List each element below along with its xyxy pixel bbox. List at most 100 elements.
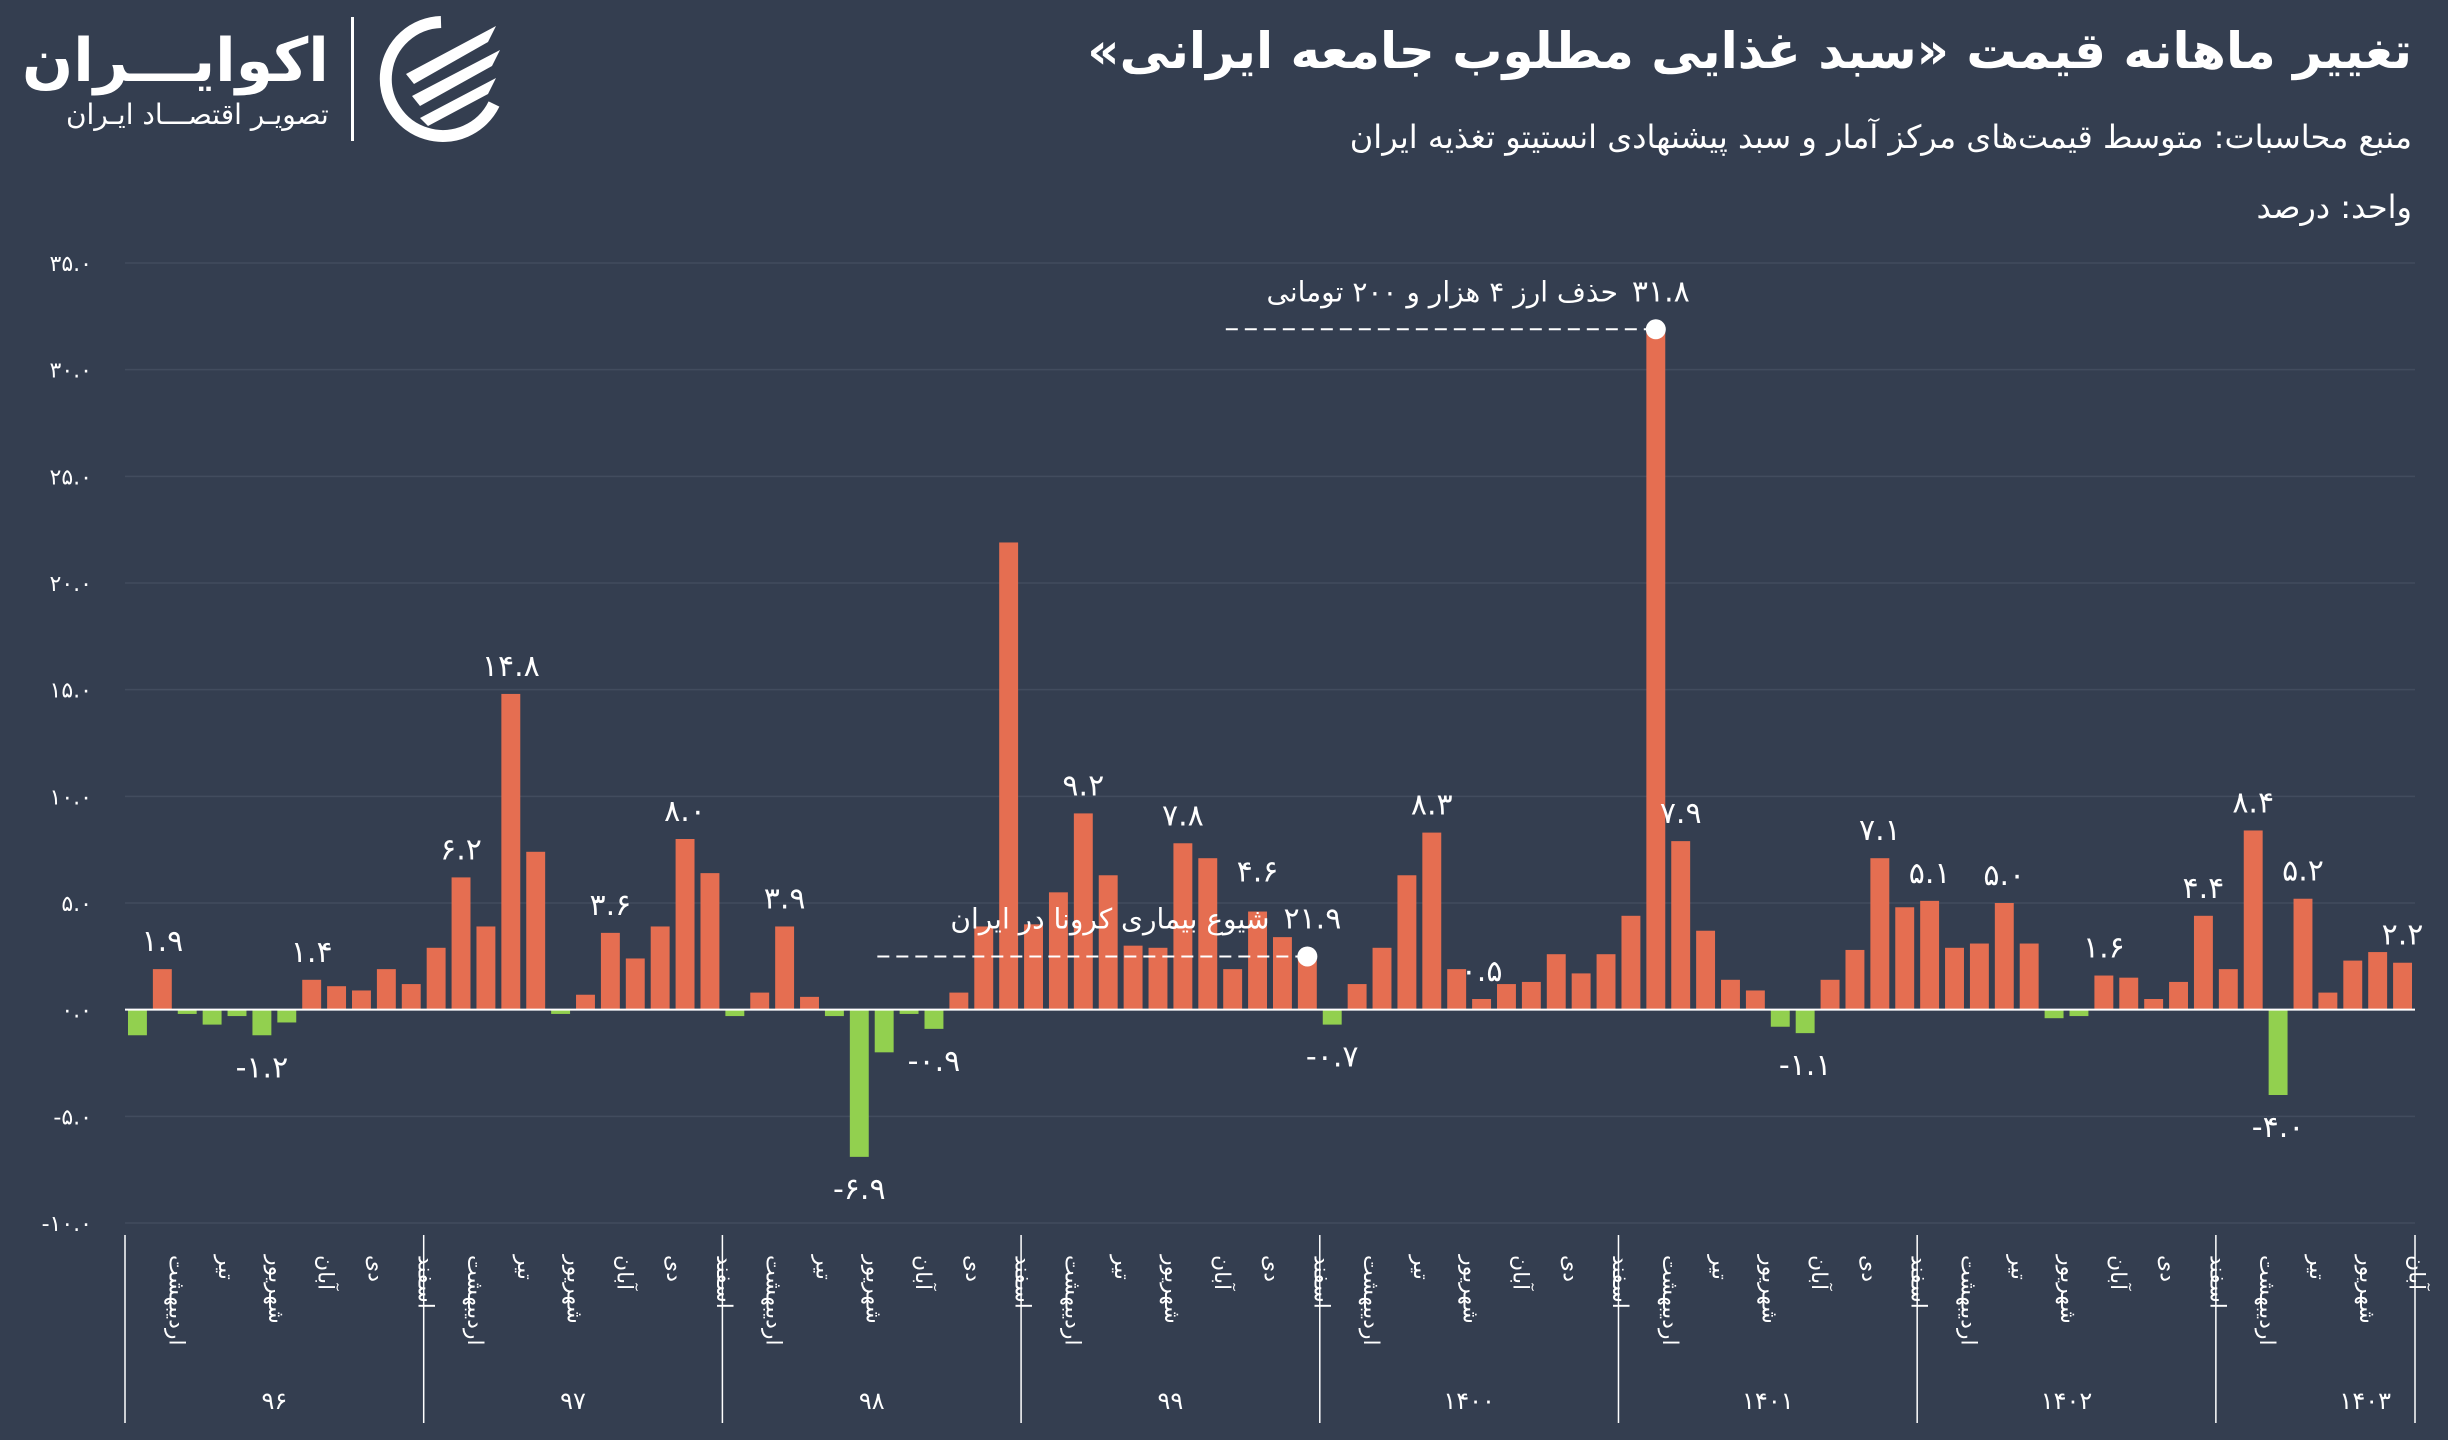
data-label: ۱.۴ [291, 935, 333, 970]
bar [1895, 907, 1915, 1010]
data-label: -۴.۰ [2252, 1110, 2305, 1145]
bar [899, 1009, 919, 1014]
bar [2393, 962, 2413, 1010]
bar [924, 1009, 944, 1029]
ecoiran-swoosh-icon [379, 16, 500, 142]
bar [2144, 999, 2164, 1010]
data-label: ۶.۲ [440, 832, 482, 867]
annotation-marker [1645, 319, 1666, 340]
month-tick-label: اردیبهشت [462, 1255, 487, 1346]
logo-divider [350, 17, 354, 141]
month-tick-label: اسفند [412, 1255, 437, 1309]
y-tick-label: ۰.۰ [61, 999, 92, 1024]
month-tick-label: دی [960, 1255, 985, 1282]
logo-name: اکوایـــران [22, 26, 329, 96]
bar [750, 992, 770, 1010]
bar [2243, 830, 2263, 1010]
month-tick-label: شهریور [1458, 1254, 1483, 1324]
month-tick-label: دی [661, 1255, 686, 1282]
bar [1845, 949, 1865, 1010]
month-tick-label: اردیبهشت [1657, 1255, 1682, 1346]
bar [227, 1009, 247, 1017]
annotations: ۲۱.۹ شیوع بیماری کرونا در ایران ۳۱.۸ حذف ار… [877, 274, 1690, 967]
month-tick-label: آبان [313, 1255, 340, 1291]
month-tick-label: اردیبهشت [761, 1255, 786, 1346]
bar [1920, 900, 1940, 1010]
data-label: ۵.۱ [1909, 856, 1951, 891]
bar [2268, 1009, 2288, 1095]
bar [526, 851, 546, 1010]
month-tick-label: تیر [1109, 1254, 1134, 1280]
annotation-text: حذف ارز ۴ هزار و ۲۰۰ تومانی [1267, 275, 1618, 308]
month-tick-label: تیر [1707, 1254, 1732, 1280]
bar [2119, 977, 2139, 1010]
annotation-value: ۲۱.۹ [1283, 901, 1341, 936]
annotation-text: شیوع بیماری کرونا در ایران [950, 902, 1269, 935]
month-tick-label: اردیبهشت [1358, 1255, 1383, 1346]
month-tick-label: تیر [2005, 1254, 2030, 1280]
bar [1770, 1009, 1790, 1027]
bar [1148, 947, 1168, 1010]
annotation-value: ۳۱.۸ [1632, 274, 1690, 309]
bar [401, 984, 421, 1010]
year-label: ۱۴۰۳ [2339, 1387, 2391, 1415]
bar [1721, 979, 1740, 1010]
bar [1397, 875, 1417, 1010]
month-tick-label: آبان [910, 1255, 937, 1291]
chart-source: منبع محاسبات: متوسط قیمت‌های مرکز آمار و… [1349, 118, 2412, 156]
bar [1945, 947, 1964, 1010]
bar [1098, 875, 1118, 1010]
month-tick-label: تیر [213, 1254, 238, 1280]
month-tick-label: اسفند [1607, 1255, 1632, 1309]
bar [949, 992, 969, 1010]
bar [1969, 943, 1989, 1010]
data-label: ۸.۴ [2232, 785, 2274, 820]
bar [1048, 892, 1068, 1010]
month-tick-label: شهریور [2354, 1254, 2379, 1324]
bar [1621, 915, 1641, 1010]
data-label: ۱.۹ [141, 924, 183, 959]
bar [451, 877, 471, 1010]
month-tick-label: شهریور [263, 1254, 288, 1324]
month-tick-label: شهریور [1756, 1254, 1781, 1324]
bar [1447, 969, 1467, 1010]
month-tick-label: دی [362, 1255, 387, 1282]
month-tick-label: شهریور [1159, 1254, 1184, 1324]
bar [476, 926, 496, 1010]
logo: اکوایـــران تصویـر اقتصـــاد ایـران [22, 14, 506, 144]
bar [1248, 911, 1268, 1010]
bar [1123, 945, 1143, 1010]
month-tick-label: آبان [611, 1255, 638, 1291]
bar [2343, 960, 2363, 1010]
logo-tagline: تصویـر اقتصـــاد ایـران [65, 98, 329, 131]
year-label: ۹۷ [560, 1387, 586, 1415]
bar [2318, 992, 2338, 1010]
data-label: ۹.۲ [1062, 768, 1104, 803]
bar [202, 1009, 222, 1025]
month-tick-label: اسفند [711, 1255, 736, 1309]
bar [152, 969, 172, 1010]
bar [600, 932, 620, 1010]
month-tick-label: تیر [1408, 1254, 1433, 1280]
month-tick-label: اسفند [1010, 1255, 1035, 1309]
bar [576, 994, 595, 1010]
bar [2368, 952, 2388, 1010]
data-label: ۲.۲ [2382, 918, 2424, 953]
month-tick-label: تیر [512, 1254, 537, 1280]
bar [2044, 1009, 2064, 1019]
bar [1322, 1009, 1342, 1025]
bar [999, 542, 1019, 1010]
bar [725, 1009, 745, 1017]
month-tick-label: آبان [1507, 1255, 1534, 1291]
y-tick-label: ۵.۰ [61, 892, 92, 917]
bar [352, 990, 371, 1010]
bar [1198, 858, 1218, 1010]
bar [800, 996, 819, 1010]
bar [849, 1009, 869, 1157]
data-label: ۱۴.۸ [482, 649, 540, 684]
bar [2019, 943, 2039, 1010]
month-tick-label: شهریور [562, 1254, 587, 1324]
year-label: ۹۶ [261, 1387, 287, 1415]
bar [1497, 984, 1516, 1010]
bar [1571, 973, 1591, 1010]
